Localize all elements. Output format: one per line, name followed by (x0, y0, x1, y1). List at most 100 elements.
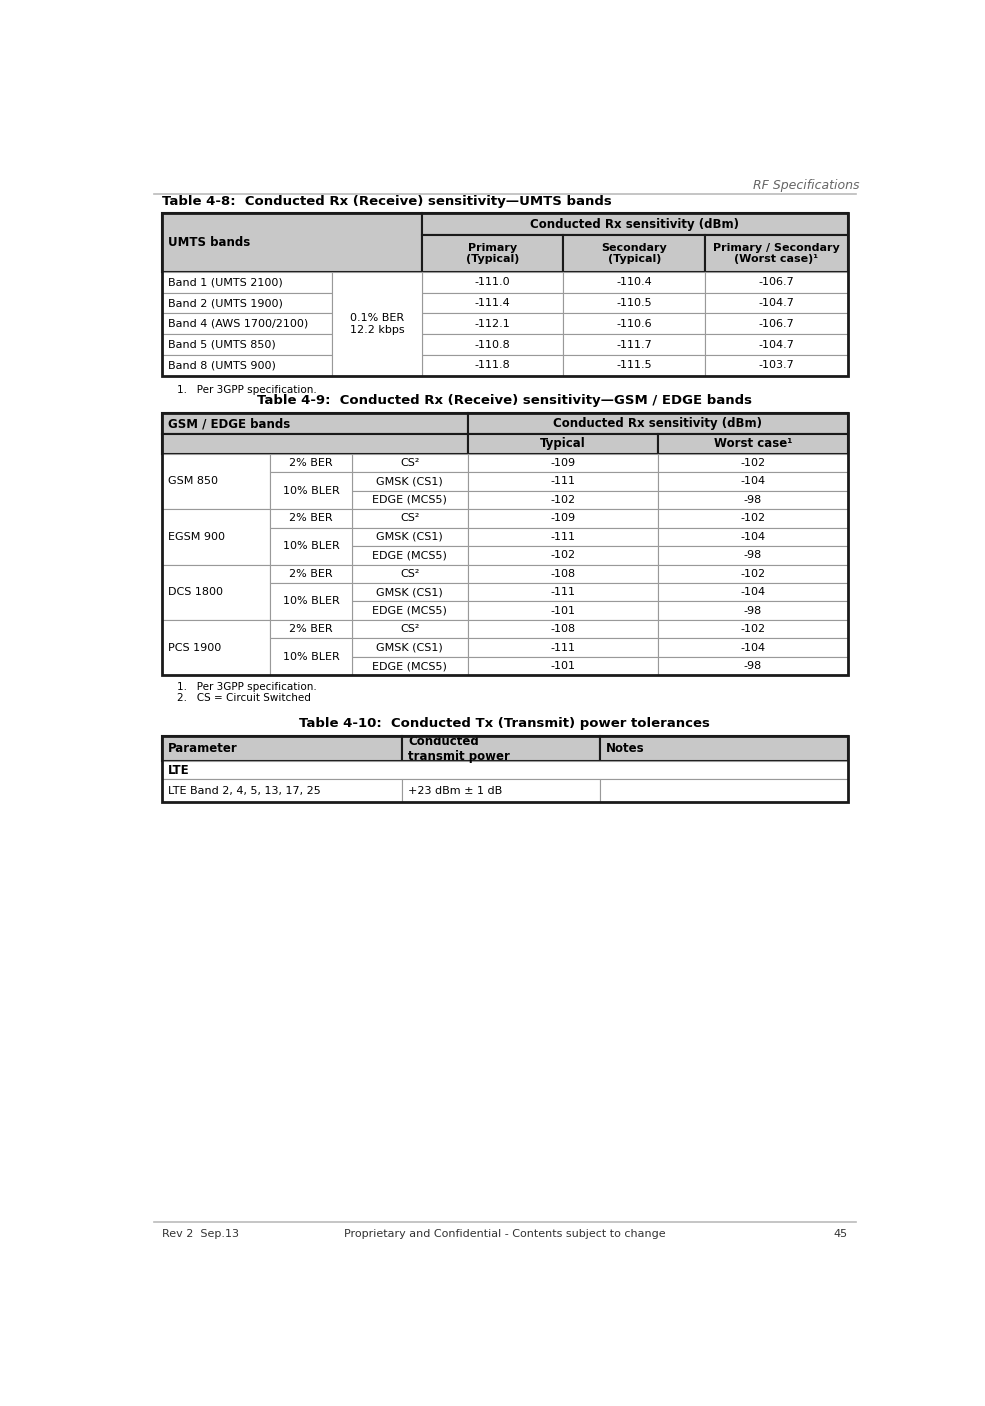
Text: EDGE (MCS5): EDGE (MCS5) (372, 606, 447, 616)
Bar (162, 214, 422, 271)
Bar (658, 546, 848, 564)
Bar (162, 454, 270, 509)
Text: 10% BLER: 10% BLER (283, 485, 340, 495)
Bar (352, 509, 468, 527)
Bar (705, 235, 848, 271)
Bar (352, 638, 468, 657)
Text: Secondary
(Typical): Secondary (Typical) (602, 243, 667, 264)
Bar (270, 583, 352, 620)
Text: -109: -109 (551, 513, 575, 523)
Text: CS²: CS² (400, 624, 420, 634)
Text: -111.7: -111.7 (617, 340, 652, 350)
Bar (352, 491, 468, 509)
Bar (658, 434, 848, 454)
Text: -111: -111 (551, 588, 575, 598)
Text: -101: -101 (551, 606, 575, 616)
Bar (402, 779, 600, 803)
Text: 10% BLER: 10% BLER (283, 652, 340, 662)
Text: PCS 1900: PCS 1900 (168, 643, 222, 652)
Bar (422, 271, 563, 292)
Bar (563, 292, 705, 314)
Text: Band 5 (UMTS 850): Band 5 (UMTS 850) (168, 340, 276, 350)
Text: Proprietary and Confidential - Contents subject to change: Proprietary and Confidential - Contents … (344, 1229, 665, 1240)
Text: -106.7: -106.7 (758, 319, 794, 329)
Bar (162, 434, 468, 454)
Text: -104.7: -104.7 (758, 340, 794, 350)
Text: Typical: Typical (540, 437, 586, 450)
Text: Primary / Secondary
(Worst case)¹: Primary / Secondary (Worst case)¹ (713, 243, 840, 264)
Text: Conducted
transmit power: Conducted transmit power (409, 734, 510, 762)
Bar (352, 546, 468, 564)
Text: EDGE (MCS5): EDGE (MCS5) (372, 495, 447, 505)
Text: -110.5: -110.5 (617, 298, 652, 308)
Bar (162, 413, 468, 434)
Bar (270, 638, 352, 675)
Bar (563, 314, 705, 335)
Bar (162, 564, 270, 620)
Bar (705, 356, 848, 375)
Bar (162, 737, 402, 761)
Bar (658, 454, 848, 472)
Text: Parameter: Parameter (168, 742, 237, 755)
Text: -102: -102 (741, 458, 765, 468)
Bar (162, 271, 332, 292)
Bar (270, 527, 352, 564)
Text: Band 2 (UMTS 1900): Band 2 (UMTS 1900) (168, 298, 283, 308)
Text: -104: -104 (741, 477, 765, 486)
Text: -98: -98 (744, 661, 762, 671)
Bar (705, 314, 848, 335)
Bar (705, 271, 848, 292)
Bar (468, 472, 658, 491)
Bar (162, 737, 848, 803)
Text: -111: -111 (551, 643, 575, 652)
Bar (658, 657, 848, 675)
Bar (563, 235, 705, 271)
Bar (468, 583, 658, 602)
Text: CS²: CS² (400, 569, 420, 579)
Text: 2% BER: 2% BER (290, 624, 333, 634)
Bar (468, 454, 658, 472)
Text: 10% BLER: 10% BLER (283, 541, 340, 551)
Bar (468, 527, 658, 546)
Text: Conducted Rx sensitivity (dBm): Conducted Rx sensitivity (dBm) (554, 418, 762, 430)
Bar (658, 491, 848, 509)
Bar (468, 509, 658, 527)
Text: Band 8 (UMTS 900): Band 8 (UMTS 900) (168, 360, 276, 370)
Text: 1.   Per 3GPP specification.: 1. Per 3GPP specification. (177, 682, 317, 692)
Bar (468, 434, 658, 454)
Text: Band 1 (UMTS 2100): Band 1 (UMTS 2100) (168, 277, 283, 287)
Bar (352, 472, 468, 491)
Bar (352, 454, 468, 472)
Text: GMSK (CS1): GMSK (CS1) (376, 477, 443, 486)
Text: -112.1: -112.1 (475, 319, 510, 329)
Bar (563, 335, 705, 356)
Bar (658, 620, 848, 638)
Bar (162, 335, 332, 356)
Text: GSM / EDGE bands: GSM / EDGE bands (168, 418, 291, 430)
Bar (352, 583, 468, 602)
Bar (352, 602, 468, 620)
Text: -109: -109 (551, 458, 575, 468)
Bar (563, 356, 705, 375)
Bar (162, 509, 270, 564)
Bar (563, 271, 705, 292)
Bar (352, 527, 468, 546)
Text: 2.   CS = Circuit Switched: 2. CS = Circuit Switched (177, 693, 311, 703)
Bar (162, 413, 848, 675)
Text: -111.4: -111.4 (475, 298, 510, 308)
Text: -102: -102 (741, 624, 765, 634)
Bar (705, 292, 848, 314)
Text: -111.5: -111.5 (617, 360, 652, 370)
Bar (658, 472, 848, 491)
Bar (162, 761, 848, 779)
Text: -108: -108 (551, 624, 575, 634)
Text: DCS 1800: DCS 1800 (168, 588, 223, 598)
Text: UMTS bands: UMTS bands (168, 236, 250, 249)
Bar (468, 546, 658, 564)
Text: -104: -104 (741, 643, 765, 652)
Text: Notes: Notes (606, 742, 644, 755)
Bar (468, 491, 658, 509)
Text: EDGE (MCS5): EDGE (MCS5) (372, 661, 447, 671)
Text: 2% BER: 2% BER (290, 513, 333, 523)
Bar (658, 564, 848, 583)
